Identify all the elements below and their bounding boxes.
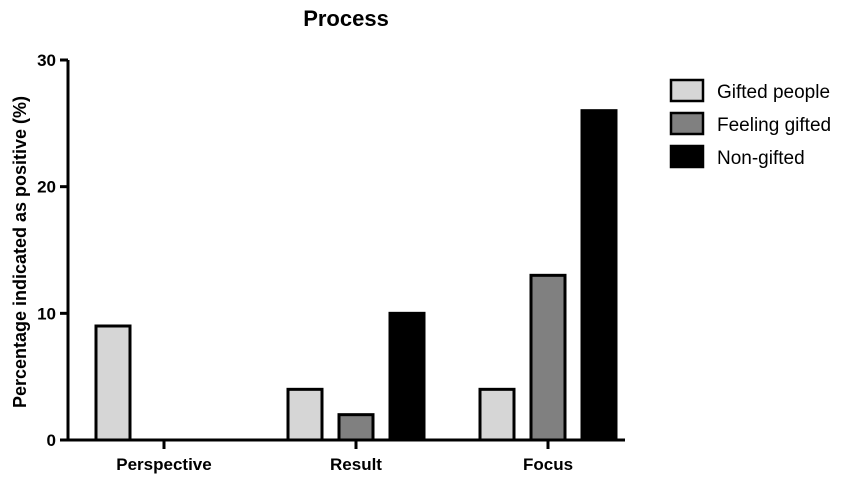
legend-label: Feeling gifted bbox=[717, 115, 831, 136]
chart-title: Process bbox=[303, 6, 389, 31]
y-axis-label: Percentage indicated as positive (%) bbox=[10, 96, 30, 408]
bar-feeling-gifted bbox=[529, 273, 567, 442]
y-tick-label: 30 bbox=[37, 51, 56, 70]
y-tick-label: 10 bbox=[37, 304, 56, 323]
legend-swatch bbox=[669, 111, 705, 136]
bar-gifted-people bbox=[286, 387, 324, 442]
bar-gifted-people bbox=[478, 387, 516, 442]
y-tick-label: 0 bbox=[47, 431, 56, 450]
legend-label: Non-gifted bbox=[717, 148, 805, 169]
legend-swatch bbox=[669, 144, 705, 169]
bar-gifted-people bbox=[94, 324, 132, 442]
legend: Gifted people Feeling gifted Non-gifted bbox=[669, 78, 831, 169]
legend-label: Gifted people bbox=[717, 82, 830, 103]
x-tick-label: Perspective bbox=[116, 455, 211, 474]
bar-non-gifted bbox=[580, 109, 618, 442]
x-tick-label: Result bbox=[330, 455, 382, 474]
y-tick-label: 20 bbox=[37, 178, 56, 197]
legend-swatch bbox=[669, 78, 705, 103]
bar-non-gifted bbox=[388, 311, 426, 442]
x-tick-label: Focus bbox=[523, 455, 573, 474]
bar-feeling-gifted bbox=[337, 413, 375, 442]
plot-area: 0 10 20 30 Perspective Result Focus bbox=[37, 51, 625, 474]
